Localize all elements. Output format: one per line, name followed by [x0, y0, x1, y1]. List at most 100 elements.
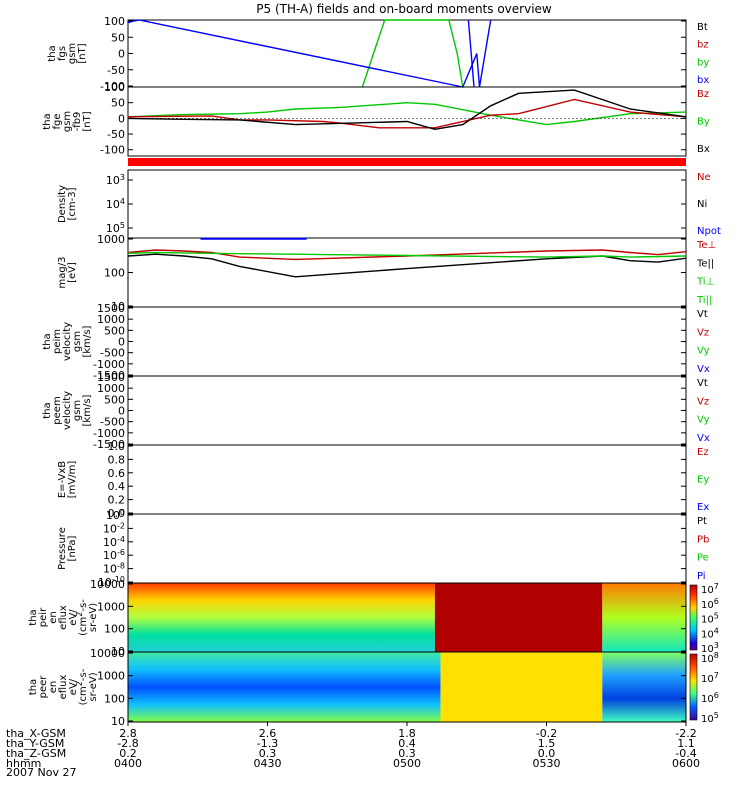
- legend-entry: Pb: [697, 534, 709, 545]
- panel-frame: [127, 375, 687, 446]
- y-tick-label: 1.0: [108, 440, 126, 453]
- y-tick-label: 10-4: [103, 534, 125, 549]
- y-axis-label: peer: [38, 675, 49, 699]
- y-axis-label: velocity: [62, 322, 73, 361]
- date-label: 2007 Nov 27: [6, 766, 76, 779]
- x-tick-value: 0.3: [259, 747, 277, 760]
- legend-entry: Ey: [697, 475, 709, 486]
- x-tick-value: 2.6: [259, 727, 277, 740]
- y-tick-label: 1500: [97, 371, 125, 384]
- x-tick-value: 0530: [533, 757, 561, 770]
- x-tick-value: 1.5: [538, 737, 556, 750]
- legend-entry: Vx: [697, 364, 710, 375]
- y-axis-label: -fb9: [72, 112, 83, 132]
- legend-entry: Ez: [697, 447, 709, 458]
- x-tick-value: 1.1: [677, 737, 695, 750]
- y-axis-label: peim: [52, 329, 63, 354]
- y-tick-label: 10: [111, 300, 125, 313]
- y-tick-label: 10: [111, 715, 125, 728]
- x-tick-value: 0400: [114, 757, 142, 770]
- y-tick-label: 103: [106, 173, 125, 188]
- y-tick-label: 100: [104, 15, 125, 28]
- y-tick-label: -1000: [93, 358, 125, 371]
- y-tick-label: 0: [118, 336, 125, 349]
- y-axis-label: tha: [47, 45, 58, 61]
- y-axis-label: Density: [57, 185, 68, 223]
- y-tick-label: 10-6: [103, 548, 125, 563]
- y-tick-label: 0.2: [108, 494, 126, 507]
- y-tick-label: -100: [100, 144, 125, 157]
- panel-frame: [127, 237, 687, 308]
- series-line-Te⊥: [127, 249, 687, 261]
- legend-entry: Ni: [697, 199, 707, 210]
- y-axis-label: fgs: [57, 46, 68, 61]
- heatmap-segment: [602, 652, 686, 722]
- y-axis-label: peem: [52, 396, 63, 424]
- legend-entry: Vy: [697, 346, 710, 357]
- x-tick-value: -0.4: [675, 747, 696, 760]
- x-tick-value: 0600: [672, 757, 700, 770]
- panel-frame: [127, 19, 687, 88]
- y-tick-label: 100: [104, 623, 125, 636]
- y-axis-label: E=-VxB: [57, 461, 68, 498]
- y-tick-label: -1500: [93, 438, 125, 451]
- y-axis-label: gsm: [67, 43, 78, 64]
- x-tick-value: 0.4: [398, 737, 416, 750]
- y-axis-label: (cm2-s-: [75, 599, 90, 636]
- x-axis-row-label: tha_X-GSM: [6, 727, 66, 740]
- y-axis-label: [cm-3]: [67, 187, 78, 220]
- legend-entry: Npot: [697, 226, 721, 237]
- y-tick-label: 500: [104, 393, 125, 406]
- colorbar-tick-label: 107: [701, 582, 719, 597]
- y-tick-label: 100: [104, 267, 125, 280]
- y-axis-label: peir: [38, 607, 49, 627]
- separator-band: [128, 158, 686, 166]
- y-tick-label: 0.8: [108, 453, 126, 466]
- y-tick-label: 50: [111, 31, 125, 44]
- x-tick-value: 0.2: [119, 747, 137, 760]
- y-tick-label: -50: [107, 128, 125, 141]
- x-tick-value: 0.3: [398, 747, 416, 760]
- y-tick-label: 0: [118, 112, 125, 125]
- legend-entry: bx: [697, 75, 709, 86]
- y-axis-label: tha: [28, 679, 39, 695]
- legend-entry: Pt: [697, 516, 707, 527]
- series-line-by: [361, 19, 464, 88]
- legend-entry: Vt: [697, 309, 708, 320]
- y-axis-label: [nPa]: [67, 535, 78, 561]
- legend-entry: Vx: [697, 433, 710, 444]
- legend-entry: Ti||: [696, 295, 712, 306]
- y-tick-label: 50: [111, 97, 125, 110]
- y-axis-label: [mV/m]: [67, 461, 78, 499]
- y-axis-label: gsm: [72, 331, 83, 352]
- y-axis-label: mag/3: [57, 257, 68, 289]
- legend-entry: Bt: [697, 22, 708, 33]
- legend-entry: Te⊥: [696, 240, 716, 251]
- x-axis: tha_X-GSM 2.8 2.6 1.8 -0.2 -2.2 tha_Y-GSM -2.8 -…: [6, 722, 700, 770]
- legend-entry: Vz: [697, 327, 709, 338]
- y-tick-label: 104: [106, 197, 125, 212]
- y-tick-label: 10: [111, 645, 125, 658]
- y-tick-label: -50: [107, 64, 125, 77]
- y-axis-label: [nT]: [82, 111, 93, 131]
- panel-frame: [127, 169, 687, 239]
- colorbar: [689, 584, 698, 651]
- legend-entry: bz: [697, 40, 709, 51]
- y-axis-label: Pressure: [57, 527, 68, 570]
- y-tick-label: 100: [104, 81, 125, 94]
- x-tick-value: -1.3: [257, 737, 278, 750]
- series-line-Ti⊥: [127, 251, 687, 258]
- colorbar-tick-label: 106: [701, 596, 719, 611]
- y-tick-label: -100: [100, 80, 125, 93]
- legend-entry: By: [697, 117, 710, 128]
- panel-fge: 100 50 0 -50 -100 tha fge gsm -fb9 [nT] Bz By Bx: [42, 81, 710, 157]
- series-line-Bx: [127, 89, 687, 131]
- panel-fgs: 100 50 0 -50 -100 tha fgs gsm [nT] Bt bz by bx: [47, 15, 709, 93]
- y-axis-label: eV/: [68, 678, 79, 695]
- y-tick-label: 10000: [90, 578, 125, 591]
- panel-temp: 1000 100 10 mag/3 [eV] Te⊥ Te|| Ti⊥ Ti||: [57, 233, 716, 313]
